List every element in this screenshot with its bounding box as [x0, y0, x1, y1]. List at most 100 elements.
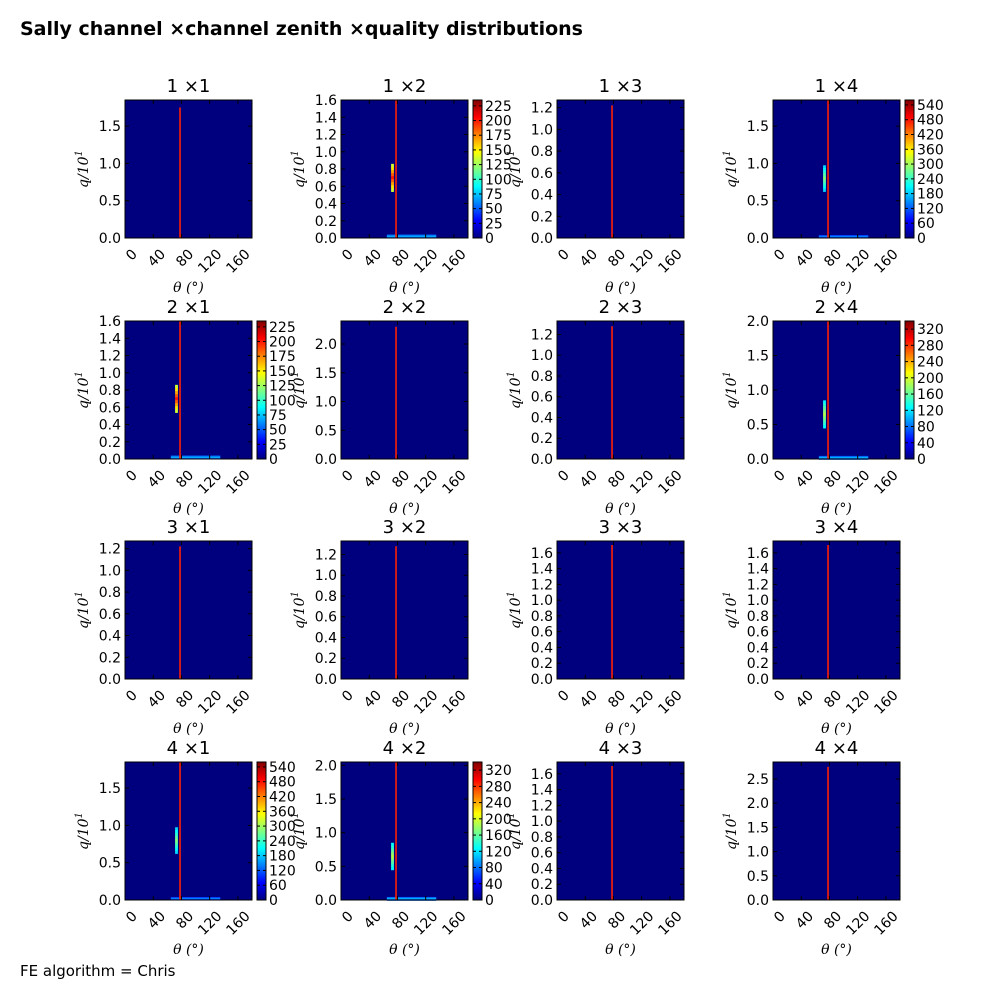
- plot-frame: [772, 761, 901, 901]
- x-tick-label: 80: [173, 687, 197, 711]
- heatmap-field: [341, 762, 468, 900]
- x-axis-label: θ (°): [821, 280, 852, 296]
- y-tick-label: 2.0: [747, 796, 769, 812]
- heatmap-cell: [391, 166, 394, 171]
- y-tick-label: 0.0: [747, 672, 769, 688]
- x-tick-label: 160: [871, 687, 901, 717]
- heatmap-cell: [823, 412, 826, 417]
- y-tick-label: 0.8: [99, 383, 121, 399]
- y-tick-label: 1.0: [747, 845, 769, 861]
- heatmap-cell: [170, 455, 221, 458]
- colorbar-tick-label: 175: [269, 349, 296, 365]
- x-tick-label: 80: [821, 246, 845, 270]
- subplot-title: 1 ×4: [815, 76, 859, 97]
- colorbar-tick-label: 80: [485, 861, 503, 877]
- heatmap-cell: [175, 384, 178, 389]
- heatmap-cell: [391, 182, 394, 186]
- x-tick-label: 0: [555, 687, 573, 705]
- y-tick-label: 0.4: [315, 197, 337, 213]
- y-tick-label: 1.5: [99, 781, 121, 797]
- colorbar-tick-label: 320: [485, 763, 512, 779]
- colorbar-tick-label: 300: [917, 157, 944, 173]
- colorbar: [472, 761, 483, 901]
- x-tick-label: 0: [123, 908, 141, 926]
- y-tick-label: 0.4: [99, 418, 121, 434]
- subplot-title: 2 ×1: [167, 297, 211, 318]
- heatmap-cell: [391, 179, 394, 183]
- subplot-title: 3 ×4: [815, 517, 859, 538]
- y-tick-label: 0.6: [315, 179, 337, 195]
- x-axis-label: θ (°): [605, 280, 636, 296]
- colorbar-tick-label: 240: [917, 355, 944, 371]
- x-axis-label: θ (°): [821, 942, 852, 958]
- y-tick-label: 2.0: [747, 314, 769, 330]
- y-tick-label: 1.0: [315, 395, 337, 411]
- x-tick-label: 160: [655, 908, 685, 938]
- heatmap-field: [125, 321, 252, 459]
- colorbar-tick-label: 150: [485, 143, 512, 159]
- y-axis-label: q/101: [74, 591, 92, 629]
- heatmap-cell: [823, 171, 826, 175]
- colorbar-tick-label: 150: [269, 364, 296, 380]
- colorbar-tick-label: 120: [917, 403, 944, 419]
- subplot-title: 2 ×4: [815, 297, 859, 318]
- y-tick-label: 1.0: [531, 348, 553, 364]
- x-tick-label: 40: [361, 467, 385, 491]
- y-tick-label: 0.4: [531, 188, 553, 204]
- colorbar-tick-label: 280: [917, 338, 944, 354]
- y-tick-label: 0.4: [315, 630, 337, 646]
- colorbar-tick-label: 0: [917, 452, 926, 468]
- y-tick-label: 1.6: [747, 546, 769, 562]
- x-tick-label: 0: [123, 467, 141, 485]
- y-tick-label: 0.0: [315, 672, 337, 688]
- plot-frame: [556, 761, 685, 901]
- subplot-title: 3 ×2: [383, 517, 427, 538]
- subplot-title: 1 ×1: [167, 76, 211, 97]
- y-tick-label: 1.4: [99, 331, 121, 347]
- x-tick-label: 120: [843, 467, 873, 497]
- x-tick-label: 120: [627, 908, 657, 938]
- heatmap-cell: [175, 400, 178, 404]
- heatmap-cell: [391, 851, 394, 856]
- x-tick-label: 80: [605, 908, 629, 932]
- y-tick-label: 0.8: [99, 585, 121, 601]
- colorbar: [904, 320, 915, 460]
- heatmap-cell: [818, 235, 869, 237]
- colorbar-tick-label: 160: [485, 828, 512, 844]
- heatmap-cell: [386, 896, 437, 899]
- colorbar-tick-label: 280: [485, 779, 512, 795]
- colorbar-tick-label: 360: [917, 142, 944, 158]
- y-tick-label: 0.6: [99, 607, 121, 623]
- heatmap-cell: [175, 397, 178, 401]
- x-tick-label: 120: [843, 687, 873, 717]
- y-tick-label: 0.8: [531, 369, 553, 385]
- plot-frame: [556, 99, 685, 239]
- y-tick-label: 1.0: [531, 122, 553, 138]
- y-tick-label: 0.8: [315, 162, 337, 178]
- colorbar-tick-label: 75: [269, 408, 287, 424]
- y-tick-label: 0.0: [531, 893, 553, 909]
- heatmap-cell: [175, 409, 178, 413]
- colorbar-tick-label: 0: [269, 893, 278, 909]
- x-tick-label: 160: [223, 467, 253, 497]
- x-tick-label: 0: [771, 246, 789, 264]
- heatmap-cell: [391, 185, 394, 189]
- y-tick-label: 0.8: [747, 609, 769, 625]
- x-tick-label: 40: [145, 687, 169, 711]
- y-axis-label: q/101: [74, 150, 92, 188]
- colorbar-tick-label: 420: [917, 128, 944, 144]
- x-tick-label: 120: [411, 246, 441, 276]
- heatmap-cell: [823, 173, 826, 178]
- colorbar-tick-label: 25: [485, 216, 503, 232]
- heatmap-cell: [170, 898, 221, 900]
- x-tick-label: 120: [411, 908, 441, 938]
- x-axis-label: θ (°): [389, 721, 420, 737]
- y-tick-label: 1.4: [531, 783, 553, 799]
- heatmap-field: [557, 321, 684, 459]
- x-tick-label: 0: [123, 246, 141, 264]
- colorbar-tick-label: 540: [269, 760, 296, 776]
